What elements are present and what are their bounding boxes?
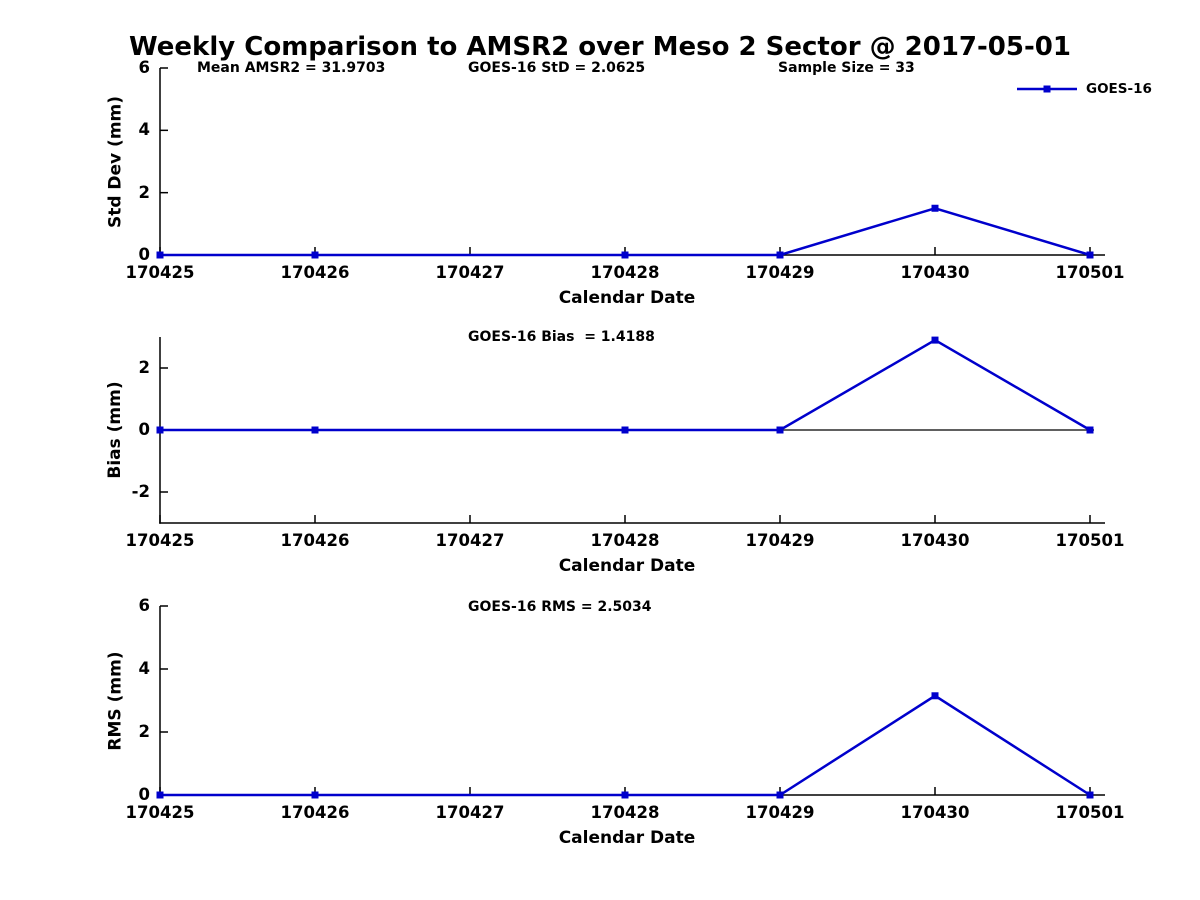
- x-tick-label: 170426: [280, 531, 350, 550]
- data-marker: [621, 251, 629, 259]
- x-tick-label: 170427: [435, 803, 505, 822]
- data-marker: [311, 251, 319, 259]
- legend: GOES-16: [1016, 81, 1152, 97]
- x-tick-label: 170430: [900, 803, 970, 822]
- x-tick-label: 170428: [590, 263, 660, 282]
- y-tick-label: 0: [138, 785, 150, 804]
- data-line-goes-16: [160, 338, 1091, 432]
- legend-marker-icon: [1043, 85, 1051, 93]
- annotation: Sample Size = 33: [778, 60, 915, 76]
- x-tick-label: 170427: [435, 531, 505, 550]
- data-marker: [311, 426, 319, 434]
- x-tick-label: 170429: [745, 803, 815, 822]
- data-line-goes-16: [160, 694, 1091, 797]
- figure-title: Weekly Comparison to AMSR2 over Meso 2 S…: [129, 32, 1071, 62]
- x-tick-label: 170426: [280, 803, 350, 822]
- annotation: GOES-16 StD = 2.0625: [468, 60, 646, 76]
- x-axis-label: Calendar Date: [558, 556, 696, 576]
- data-marker: [1086, 791, 1094, 799]
- data-marker: [621, 791, 629, 799]
- y-tick-label: 6: [138, 58, 150, 77]
- x-tick-label: 170430: [900, 263, 970, 282]
- annotation: GOES-16 RMS = 2.5034: [468, 599, 652, 615]
- x-tick-label: 170428: [590, 803, 660, 822]
- data-marker: [931, 204, 939, 212]
- y-tick-label: 2: [138, 722, 150, 741]
- data-marker: [621, 426, 629, 434]
- data-marker: [1086, 426, 1094, 434]
- data-marker: [931, 692, 939, 700]
- annotation: Mean AMSR2 = 31.9703: [197, 60, 386, 76]
- y-tick-label: 2: [138, 358, 150, 377]
- x-tick-label: 170429: [745, 531, 815, 550]
- x-tick-label: 170427: [435, 263, 505, 282]
- data-marker: [156, 426, 164, 434]
- data-marker: [776, 791, 784, 799]
- y-axis-label: Std Dev (mm): [105, 95, 125, 228]
- x-tick-label: 170501: [1055, 531, 1125, 550]
- y-tick-label: 4: [138, 120, 150, 140]
- x-axis-label: Calendar Date: [558, 828, 696, 848]
- annotation: GOES-16 Bias = 1.4188: [468, 329, 655, 345]
- x-tick-label: 170425: [125, 263, 195, 282]
- y-axis-label: Bias (mm): [105, 381, 125, 479]
- y-tick-label: 2: [138, 182, 150, 202]
- x-tick-label: 170430: [900, 531, 970, 550]
- data-marker: [1086, 251, 1094, 259]
- data-marker: [156, 791, 164, 799]
- y-axis-label: RMS (mm): [105, 650, 125, 751]
- x-tick-label: 170429: [745, 263, 815, 282]
- data-marker: [776, 426, 784, 434]
- x-tick-label: 170426: [280, 263, 350, 282]
- x-tick-label: 170425: [125, 803, 195, 822]
- y-tick-label: -2: [131, 482, 150, 501]
- legend-label: GOES-16: [1086, 81, 1152, 97]
- data-marker: [311, 791, 319, 799]
- y-tick-label: 4: [138, 659, 150, 678]
- x-tick-label: 170501: [1055, 263, 1125, 282]
- x-axis-label: Calendar Date: [558, 288, 696, 308]
- x-tick-label: 170428: [590, 531, 660, 550]
- data-marker: [776, 251, 784, 259]
- legend-line-sample: [1017, 85, 1077, 93]
- y-tick-label: 0: [138, 245, 150, 264]
- y-tick-label: 0: [138, 420, 150, 439]
- x-tick-label: 170501: [1055, 803, 1125, 822]
- data-marker: [931, 336, 939, 344]
- data-marker: [156, 251, 164, 259]
- x-tick-label: 170425: [125, 531, 195, 550]
- y-tick-label: 6: [138, 596, 150, 615]
